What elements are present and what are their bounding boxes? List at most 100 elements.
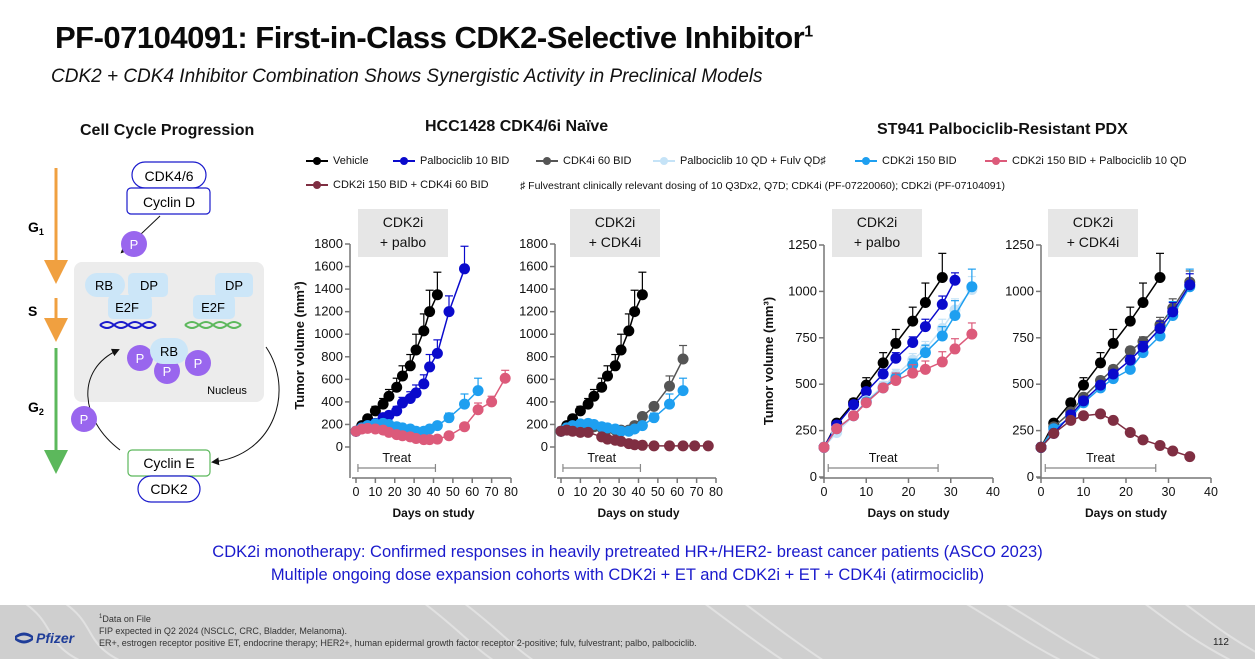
data-point bbox=[890, 352, 902, 364]
pfizer-logo-text: Pfizer bbox=[36, 630, 75, 646]
x-tick-label: 30 bbox=[1162, 485, 1176, 499]
cycle-arrow-right bbox=[211, 346, 280, 466]
treat-label: Treat bbox=[1086, 451, 1115, 465]
cyclin-d-label: Cyclin D bbox=[143, 194, 195, 210]
y-tick-label: 0 bbox=[541, 439, 548, 454]
data-point bbox=[596, 381, 608, 393]
panel-label-box bbox=[570, 209, 660, 257]
data-point bbox=[890, 337, 902, 349]
data-point bbox=[648, 440, 660, 452]
data-point bbox=[848, 399, 860, 411]
phosphate-label: P bbox=[163, 364, 172, 379]
data-point bbox=[919, 363, 931, 375]
data-point bbox=[443, 430, 455, 442]
data-point bbox=[582, 426, 594, 438]
title-footnote-ref: 1 bbox=[804, 23, 813, 41]
e2f-label: E2F bbox=[115, 300, 139, 315]
y-tick-label: 1000 bbox=[519, 326, 548, 341]
x-tick-label: 10 bbox=[859, 485, 873, 499]
x-tick-label: 10 bbox=[368, 485, 382, 499]
y-tick-label: 1400 bbox=[519, 281, 548, 296]
data-point bbox=[936, 271, 948, 283]
data-point bbox=[410, 387, 422, 399]
footnote-2: FIP expected in Q2 2024 (NSCLC, CRC, Bla… bbox=[99, 626, 347, 636]
nucleus-label: Nucleus bbox=[207, 385, 247, 397]
panel-label-line-2: + palbo bbox=[380, 234, 427, 250]
phosphate-label: P bbox=[80, 412, 89, 427]
data-point bbox=[499, 372, 511, 384]
data-point bbox=[949, 274, 961, 286]
data-point bbox=[1124, 363, 1136, 375]
data-point bbox=[664, 440, 675, 452]
cell-cycle-diagram: G1 S G2 CDK4/6 Cyclin D P RB DP E2F DP E… bbox=[28, 161, 280, 503]
x-tick-label: 80 bbox=[709, 485, 723, 499]
data-point bbox=[1124, 345, 1136, 357]
y-tick-label: 1800 bbox=[314, 236, 343, 251]
data-point bbox=[877, 357, 889, 369]
data-point bbox=[1124, 315, 1136, 327]
y-tick-label: 0 bbox=[336, 439, 343, 454]
series-line bbox=[823, 289, 973, 448]
data-point bbox=[818, 441, 830, 453]
data-point bbox=[1107, 414, 1119, 426]
data-point bbox=[391, 405, 403, 417]
data-point bbox=[1167, 306, 1179, 318]
e2f-bound bbox=[108, 295, 152, 319]
series-line bbox=[823, 279, 956, 448]
data-point bbox=[877, 382, 889, 394]
data-point bbox=[702, 440, 714, 452]
data-point bbox=[1078, 395, 1089, 407]
data-point bbox=[369, 405, 381, 417]
y-tick-label: 600 bbox=[526, 371, 548, 386]
data-point bbox=[459, 398, 470, 410]
takeaway-line-1: CDK2i monotherapy: Confirmed responses i… bbox=[212, 543, 1043, 561]
phosphate-label: P bbox=[136, 351, 145, 366]
data-point bbox=[936, 330, 948, 342]
data-point bbox=[472, 385, 484, 397]
data-point bbox=[1048, 427, 1060, 439]
data-point bbox=[890, 374, 902, 386]
y-tick-label: 1250 bbox=[1005, 237, 1034, 252]
data-point bbox=[588, 390, 600, 402]
data-point bbox=[431, 347, 443, 359]
data-point bbox=[1095, 379, 1106, 391]
x-axis-label: Days on study bbox=[1085, 506, 1167, 520]
data-point bbox=[1124, 354, 1136, 366]
dna-active-icon bbox=[184, 321, 242, 329]
x-tick-label: 20 bbox=[388, 485, 402, 499]
data-point bbox=[936, 298, 948, 310]
panel-label-box bbox=[358, 209, 448, 257]
cdk46-label: CDK4/6 bbox=[144, 168, 193, 184]
treat-label: Treat bbox=[587, 451, 616, 465]
series-line bbox=[560, 294, 644, 432]
data-point bbox=[919, 321, 931, 333]
panel-label-line-1: CDK2i bbox=[1073, 214, 1113, 230]
data-point bbox=[1124, 426, 1136, 438]
x-tick-label: 0 bbox=[558, 485, 565, 499]
data-point bbox=[629, 306, 641, 318]
y-tick-label: 750 bbox=[1012, 330, 1034, 345]
data-point bbox=[1154, 271, 1166, 283]
data-point bbox=[615, 344, 627, 356]
x-tick-label: 20 bbox=[902, 485, 916, 499]
x-tick-label: 0 bbox=[1038, 485, 1045, 499]
data-point bbox=[636, 439, 648, 451]
x-tick-label: 10 bbox=[1077, 485, 1091, 499]
data-point bbox=[410, 344, 422, 356]
y-tick-label: 1600 bbox=[314, 259, 343, 274]
x-tick-label: 20 bbox=[593, 485, 607, 499]
legend-footnote: ♯ Fulvestrant clinically relevant dosing… bbox=[520, 180, 1005, 192]
data-point bbox=[443, 306, 455, 318]
data-point bbox=[609, 360, 621, 372]
data-point bbox=[677, 385, 689, 397]
x-tick-label: 50 bbox=[651, 485, 665, 499]
data-point bbox=[431, 433, 443, 445]
x-axis-label: Days on study bbox=[597, 506, 679, 520]
data-point bbox=[582, 398, 594, 410]
y-tick-label: 1200 bbox=[519, 304, 548, 319]
y-tick-label: 1000 bbox=[314, 326, 343, 341]
data-point bbox=[877, 368, 889, 380]
phosphate-circle bbox=[121, 231, 147, 257]
data-point bbox=[574, 405, 586, 417]
tumor-volume-charts: CDK2i+ palbo0200400600800100012001400160… bbox=[292, 209, 1218, 520]
